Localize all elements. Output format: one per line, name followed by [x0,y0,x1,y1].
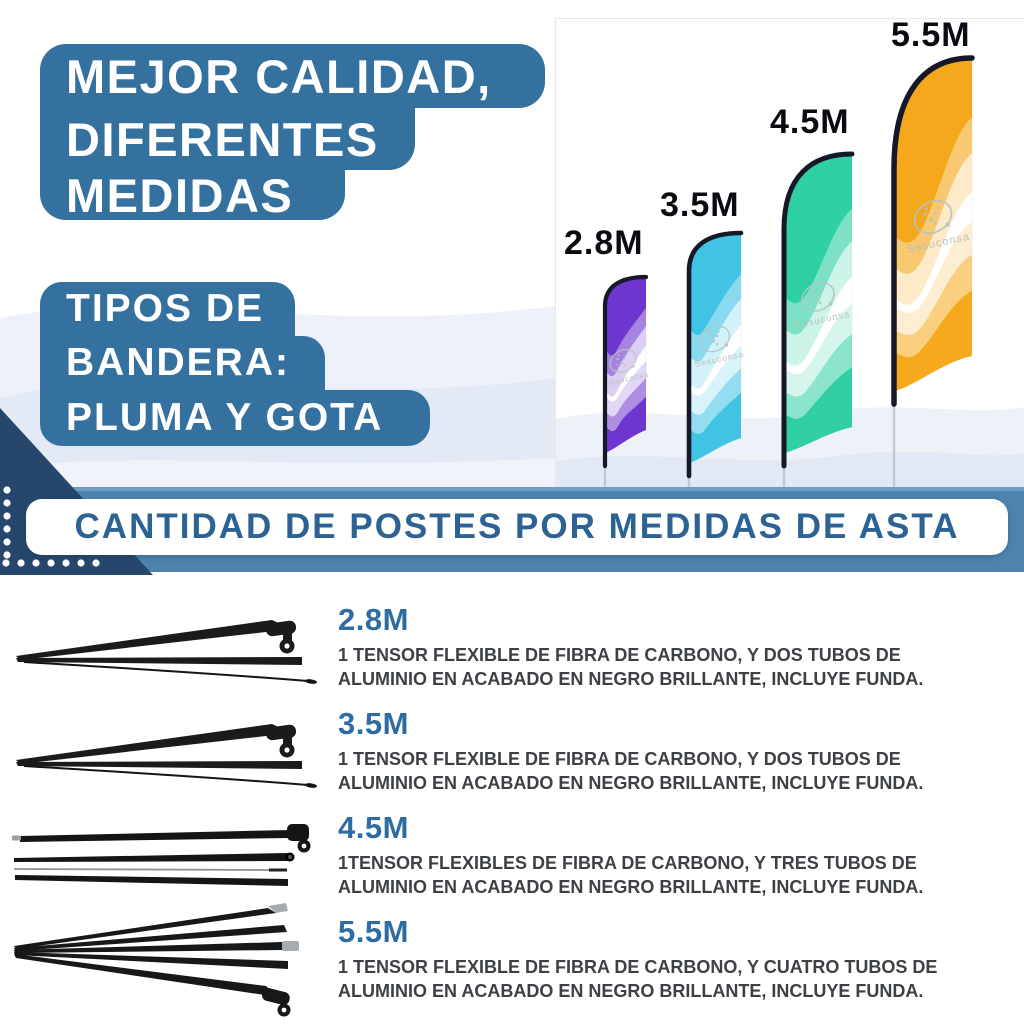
quality-banner-text-2: DIFERENTES [66,112,379,166]
decorative-dots [2,486,100,567]
flag-graphic-5.5M: Sesuconsa [891,55,975,488]
desc-line-1: 1 TENSOR FLEXIBLE DE FIBRA DE CARBONO, Y… [338,645,901,665]
pole-kit-image-3-5m [16,724,317,788]
pole-row-desc-2-8m: 1 TENSOR FLEXIBLE DE FIBRA DE CARBONO, Y… [338,643,923,691]
quality-banner-line-2: DIFERENTES [40,108,415,170]
pole-row-size-2-8m: 2.8M [338,602,409,637]
flag-graphic-2.8M: Sesuconsa [602,274,650,488]
pole-row-desc-4-5m: 1TENSOR FLEXIBLES DE FIBRA DE CARBONO, Y… [338,851,923,899]
pole-kit-image-5-5m [14,903,299,1017]
desc-line-1: 1 TENSOR FLEXIBLE DE FIBRA DE CARBONO, Y… [338,957,938,977]
pole-row-size-5-5m: 5.5M [338,914,409,949]
types-banner-line-2: BANDERA: [40,336,325,390]
types-banner-text-3: PLUMA Y GOTA [66,396,384,439]
quality-banner-text-3: MEDIDAS [66,168,294,222]
section-title: CANTIDAD DE POSTES POR MEDIDAS DE ASTA [74,507,960,546]
desc-line-1: 1TENSOR FLEXIBLES DE FIBRA DE CARBONO, Y… [338,853,917,873]
desc-line-1: 1 TENSOR FLEXIBLE DE FIBRA DE CARBONO, Y… [338,749,901,769]
quality-banner-text-1: MEJOR CALIDAD, [66,49,492,103]
desc-line-2: ALUMINIO EN ACABADO EN NEGRO BRILLANTE, … [338,981,924,1001]
pole-row-size-3-5m: 3.5M [338,706,409,741]
pole-kit-image-4-5m [12,824,311,886]
flag-graphic-4.5M: Sesuconsa [781,151,855,488]
quality-banner-line-1: MEJOR CALIDAD, [40,44,545,108]
pole-row-desc-3-5m: 1 TENSOR FLEXIBLE DE FIBRA DE CARBONO, Y… [338,747,923,795]
desc-line-2: ALUMINIO EN ACABADO EN NEGRO BRILLANTE, … [338,773,924,793]
types-banner-text-1: TIPOS DE [66,287,265,330]
flag-graphic-3.5M: Sesuconsa [686,230,745,488]
pole-kit-image-2-8m [16,620,317,684]
types-banner-text-2: BANDERA: [66,341,290,384]
pole-row-desc-5-5m: 1 TENSOR FLEXIBLE DE FIBRA DE CARBONO, Y… [338,955,937,1003]
feather-flags-graphic: Sesuconsa Sesuconsa Sesuconsa Sesuconsa [556,55,1024,489]
desc-line-2: ALUMINIO EN ACABADO EN NEGRO BRILLANTE, … [338,877,924,897]
types-banner-line-3: PLUMA Y GOTA [40,390,430,446]
flag-size-label-2-8m: 2.8M [564,224,644,262]
pole-row-size-4-5m: 4.5M [338,810,409,845]
flag-size-label-5-5m: 5.5M [891,16,971,54]
quality-banner-line-3: MEDIDAS [40,168,345,222]
flag-size-label-3-5m: 3.5M [660,186,740,224]
flags-panel: Sesuconsa Sesuconsa Sesuconsa Sesuconsa [555,18,1024,489]
flag-size-label-4-5m: 4.5M [770,103,850,141]
desc-line-2: ALUMINIO EN ACABADO EN NEGRO BRILLANTE, … [338,669,924,689]
section-title-box: CANTIDAD DE POSTES POR MEDIDAS DE ASTA [26,499,1008,555]
types-banner-line-1: TIPOS DE [40,282,295,336]
